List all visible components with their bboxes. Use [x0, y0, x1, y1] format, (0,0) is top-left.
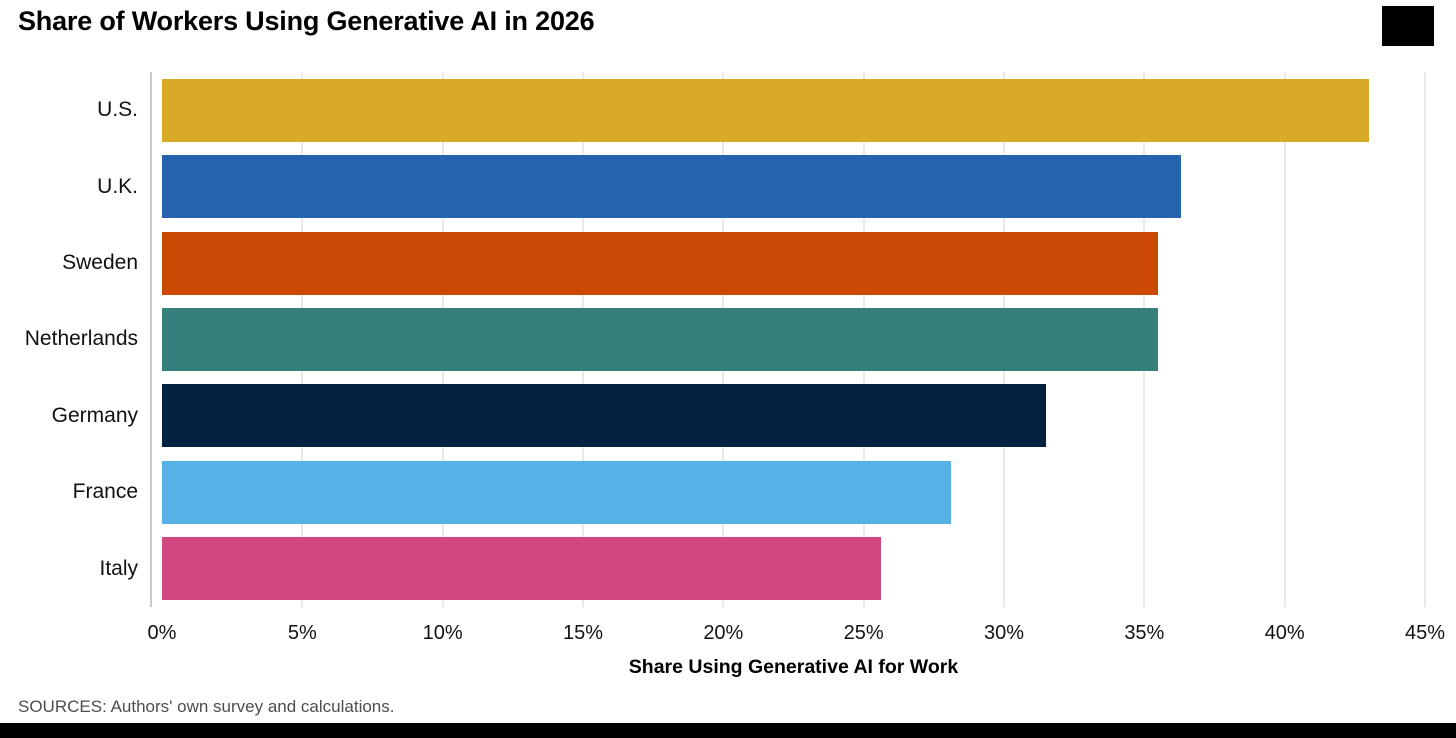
bottom-black-bar: [0, 723, 1456, 738]
x-tick-label-15: 15%: [562, 622, 604, 644]
chart-title: Share of Workers Using Generative AI in …: [18, 6, 595, 36]
x-tick-label-45: 45%: [1404, 622, 1446, 644]
bar-rows: U.S. U.K. Sweden Netherlands Germany France It…: [25, 72, 1425, 607]
bar-row-uk: U.K.: [97, 155, 1425, 219]
x-tick-label-30: 30%: [983, 622, 1025, 644]
logo-black-square: [1382, 6, 1434, 46]
category-label-italy: Italy: [99, 556, 138, 580]
category-label-france: France: [72, 480, 138, 504]
gridline-40: [1283, 72, 1286, 607]
source-note: SOURCES: Authors' own survey and calcula…: [18, 697, 395, 716]
x-tick-label-35: 35%: [1124, 622, 1165, 644]
category-label-uk: U.K.: [97, 174, 138, 198]
bar-netherlands: [162, 307, 1159, 371]
bar-france: [162, 460, 951, 524]
x-tick-label-40: 40%: [1264, 622, 1305, 644]
x-axis-label: Share Using Generative AI for Work: [628, 656, 959, 678]
x-tick-label-25: 25%: [843, 622, 884, 644]
bar-chart: U.S. U.K. Sweden Netherlands Germany France It…: [25, 72, 1445, 679]
plot-area: U.S. U.K. Sweden Netherlands Germany France It…: [25, 72, 1426, 607]
category-label-germany: Germany: [51, 403, 138, 427]
bar-row-germany: Germany: [52, 384, 1425, 448]
x-tick-label-5: 5%: [287, 622, 317, 644]
gridline-45: [1424, 72, 1426, 607]
bar-row-netherlands: Netherlands: [25, 307, 1425, 371]
category-label-sweden: Sweden: [62, 251, 138, 275]
bar-row-italy: Italy: [99, 537, 1425, 601]
category-label-us: U.S.: [97, 98, 138, 122]
bar-italy: [162, 537, 881, 601]
x-tick-label-0: 0%: [147, 622, 177, 644]
bar-row-france: France: [73, 460, 1425, 524]
bar-germany: [162, 384, 1047, 448]
category-label-netherlands: Netherlands: [24, 327, 138, 351]
bar-uk: [162, 155, 1181, 219]
bar-row-us: U.S.: [97, 78, 1425, 142]
bar-row-sweden: Sweden: [62, 231, 1425, 295]
bar-sweden: [162, 231, 1159, 295]
x-axis-ticks: 0% 5% 10% 15% 20% 25% 30% 35% 40% 45%: [148, 622, 1445, 648]
bar-us: [162, 78, 1369, 142]
x-tick-label-20: 20%: [703, 622, 744, 644]
x-tick-label-10: 10%: [422, 622, 463, 644]
y-axis-line: [150, 72, 152, 607]
